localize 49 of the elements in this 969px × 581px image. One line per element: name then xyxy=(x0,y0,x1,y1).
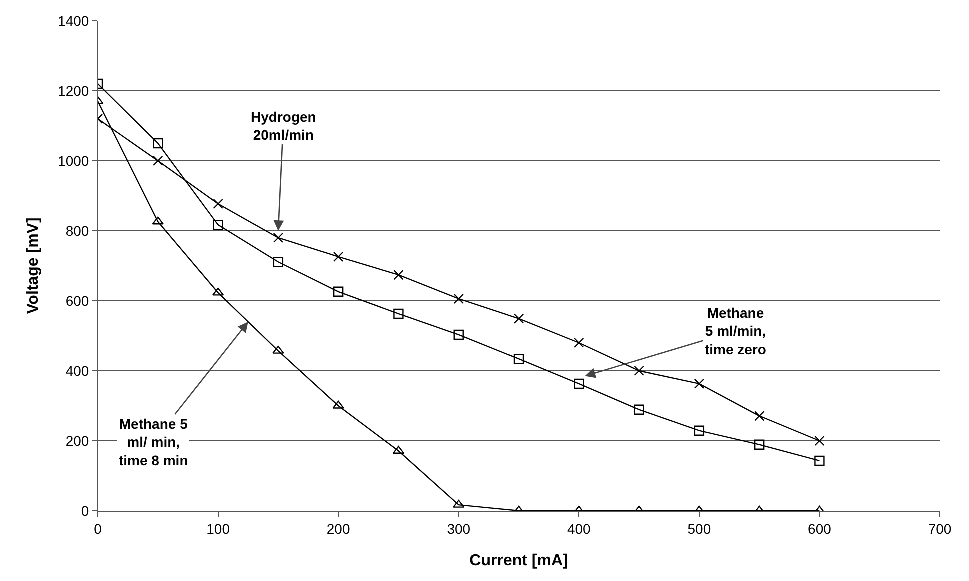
annotation: Methane 5 ml/min, time zero xyxy=(705,305,766,358)
point xyxy=(454,294,464,304)
point xyxy=(694,378,705,390)
point xyxy=(272,346,284,354)
point xyxy=(574,378,584,390)
y-tick-label: 600 xyxy=(66,292,90,309)
point xyxy=(394,270,404,280)
point xyxy=(273,257,284,268)
point xyxy=(213,220,224,230)
x-axis-title: Current [mA] xyxy=(470,552,568,570)
annotation: Methane 5 ml/ min, time 8 min xyxy=(119,416,188,468)
point xyxy=(814,456,825,466)
x-tick-label: 100 xyxy=(206,520,230,537)
point xyxy=(514,314,524,324)
point xyxy=(754,440,765,450)
point xyxy=(153,138,164,149)
point xyxy=(814,436,825,446)
x-tick-label: 600 xyxy=(808,520,832,537)
x-tick-label: 500 xyxy=(688,520,712,537)
point xyxy=(634,366,644,376)
point xyxy=(152,216,164,225)
y-tick-label: 400 xyxy=(66,362,90,379)
x-tick-label: 700 xyxy=(928,520,952,537)
y-tick-label: 1200 xyxy=(58,82,90,99)
y-tick-label: 1400 xyxy=(58,12,90,29)
point xyxy=(213,198,224,210)
point xyxy=(332,400,344,409)
y-tick-label: 200 xyxy=(66,432,90,449)
x-tick-label: 400 xyxy=(567,520,592,537)
point xyxy=(153,156,164,166)
x-tick-label: 200 xyxy=(326,520,350,537)
point xyxy=(574,338,584,348)
point xyxy=(634,404,644,415)
point xyxy=(333,286,344,297)
y-axis-title: Voltage [mV] xyxy=(24,218,42,314)
x-tick-label: 300 xyxy=(447,520,471,537)
point xyxy=(694,426,705,436)
point xyxy=(754,411,765,422)
point xyxy=(273,232,284,244)
point xyxy=(453,500,465,508)
y-tick-label: 0 xyxy=(81,502,90,519)
annotation: Hydrogen 20ml/min xyxy=(251,109,316,144)
point xyxy=(333,252,344,262)
point xyxy=(394,308,404,320)
x-tick-label: 0 xyxy=(94,520,102,537)
y-tick-label: 800 xyxy=(66,222,90,239)
point xyxy=(514,354,524,364)
y-tick-label: 1000 xyxy=(58,152,90,169)
point xyxy=(454,330,464,340)
